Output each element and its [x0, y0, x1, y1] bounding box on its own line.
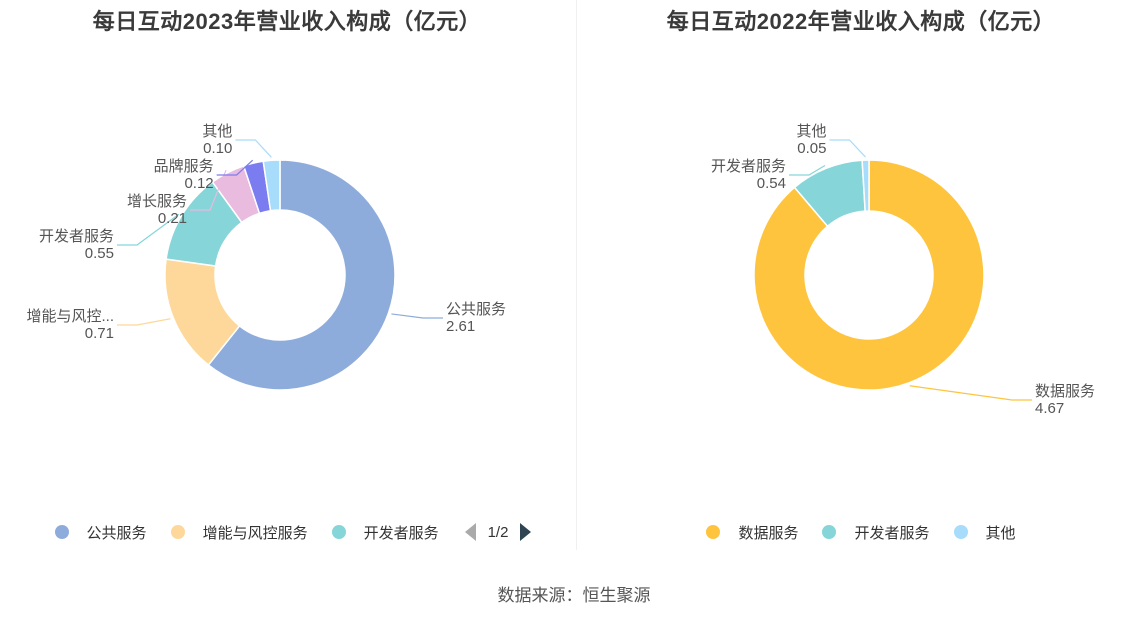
leader-line-1 [788, 165, 826, 176]
donut-slice-5 [262, 159, 281, 212]
slice-label-1: 开发者服务 [711, 158, 786, 175]
slice-value-2: 0.55 [85, 245, 114, 262]
legend-item-0[interactable]: 数据服务 [706, 522, 798, 543]
donut-slice-0 [753, 159, 985, 391]
legend-marker-icon [331, 525, 346, 539]
legend-marker-icon [54, 525, 69, 539]
slice-label-2: 开发者服务 [39, 228, 114, 245]
legend-label: 公共服务 [86, 524, 147, 542]
leader-line-4 [216, 159, 254, 176]
slice-value-3: 0.21 [158, 210, 187, 227]
leader-line-0 [909, 385, 1032, 401]
chart-panel-2023: 每日互动2023年营业收入构成（亿元） 公共服务 2.61 增能与风控... 0.71… [0, 0, 574, 560]
legend-2022: 数据服务 开发者服务 其他 [574, 518, 1148, 546]
slice-label-2: 其他 [796, 123, 826, 140]
legend-label: 开发者服务 [363, 524, 439, 542]
leader-line-2 [117, 213, 180, 246]
panel-divider [576, 0, 577, 550]
leader-line-0 [391, 313, 443, 319]
slice-value-1: 0.71 [85, 325, 114, 342]
pager-label: 1/2 [487, 523, 509, 541]
slice-label-5: 其他 [202, 123, 232, 140]
slice-label-3: 增长服务 [127, 193, 187, 210]
leader-line-1 [117, 318, 171, 326]
legend-marker-icon [953, 525, 968, 539]
legend-item-1[interactable]: 增能与风控服务 [170, 522, 308, 543]
donut-slice-2 [861, 159, 870, 212]
legend-marker-icon [822, 525, 837, 539]
pager-prev-icon[interactable] [464, 523, 476, 541]
slice-label-0: 数据服务 [1035, 383, 1095, 400]
slice-value-4: 0.12 [184, 175, 213, 192]
legend-pager: 1/2 [464, 523, 532, 541]
legend-label: 开发者服务 [854, 524, 930, 542]
chart-title: 每日互动2022年营业收入构成（亿元） [666, 9, 1056, 34]
legend-item-2[interactable]: 开发者服务 [331, 522, 439, 543]
chart-title: 每日互动2023年营业收入构成（亿元） [92, 9, 482, 34]
slice-label-4: 品牌服务 [154, 158, 214, 175]
legend-label: 数据服务 [738, 524, 799, 542]
pager-next-icon[interactable] [520, 523, 532, 541]
chart-panel-2022: 每日互动2022年营业收入构成（亿元） 数据服务 4.67 开发者服务 0.54 其他 0… [574, 0, 1148, 560]
legend-marker-icon [706, 525, 721, 539]
legend-label: 其他 [985, 524, 1016, 542]
legend-marker-icon [170, 525, 185, 539]
legend-label: 增能与风控服务 [202, 524, 308, 542]
slice-value-5: 0.10 [203, 140, 232, 157]
donut-slice-0 [207, 159, 396, 391]
slice-value-2: 0.05 [797, 140, 826, 157]
slice-value-1: 0.54 [757, 175, 786, 192]
legend-item-1[interactable]: 开发者服务 [822, 522, 930, 543]
slice-value-0: 2.61 [446, 318, 475, 335]
leader-line-3 [190, 169, 227, 211]
legend-item-2[interactable]: 其他 [953, 522, 1016, 543]
legend-item-0[interactable]: 公共服务 [54, 522, 147, 543]
slice-label-0: 公共服务 [446, 301, 506, 318]
leader-line-5 [235, 139, 272, 158]
source-note: 数据来源：恒生聚源 [497, 586, 651, 605]
slice-label-1: 增能与风控... [26, 308, 114, 325]
leader-line-2 [829, 139, 866, 158]
legend-2023: 公共服务 增能与风控服务 开发者服务 1/2 [0, 518, 574, 546]
slice-value-0: 4.67 [1035, 400, 1064, 417]
